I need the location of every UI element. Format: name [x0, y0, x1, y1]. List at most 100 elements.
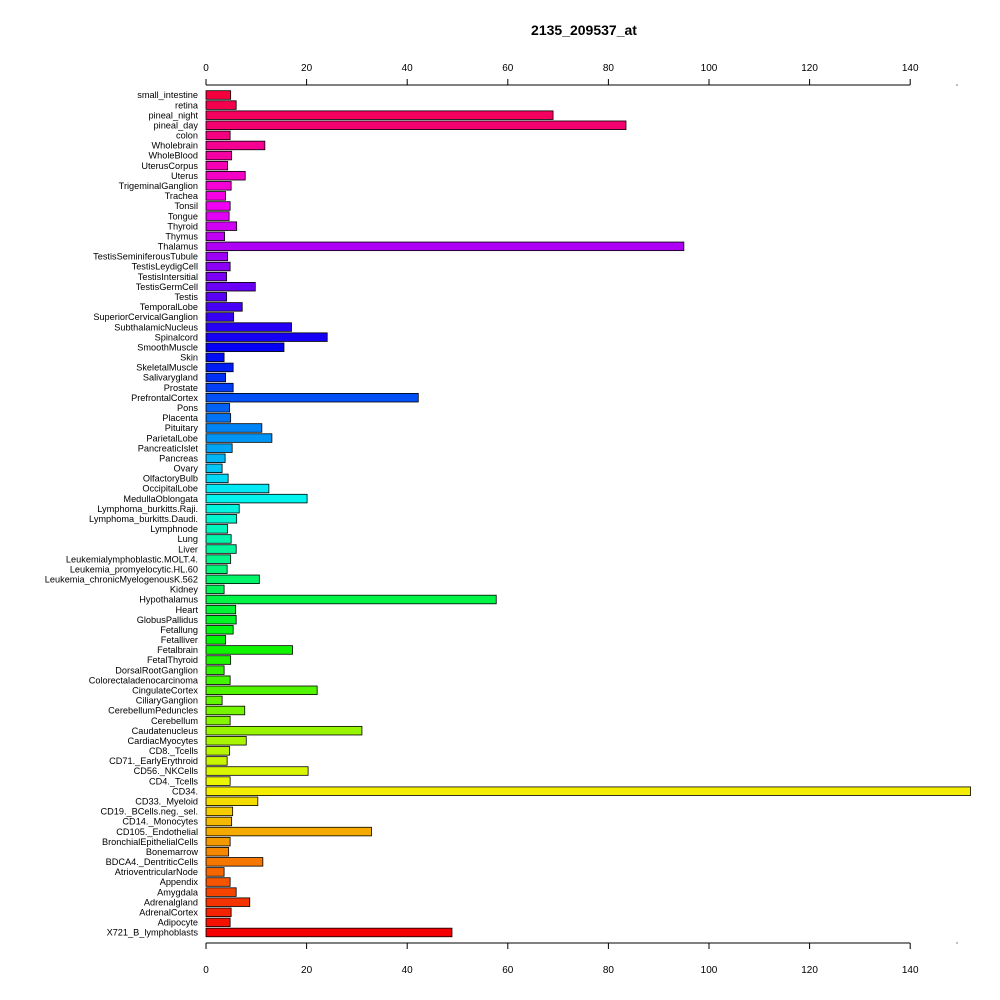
top-tick-label: 140: [902, 63, 919, 74]
category-label: Lymphoma_burkitts.Daudi.: [89, 514, 198, 524]
category-label: SkeletalMuscle: [136, 363, 198, 373]
category-label: OlfactoryBulb: [143, 474, 198, 484]
bar: [205, 261, 231, 272]
bar: [205, 715, 231, 726]
bar: [205, 574, 260, 585]
bar: [205, 221, 238, 231]
top-tick-label: 40: [402, 63, 414, 74]
bar: [205, 443, 233, 453]
bar: [205, 302, 243, 312]
bar: [205, 705, 246, 716]
bar: [205, 413, 232, 423]
category-label: Caudatenucleus: [132, 726, 199, 736]
bottom-tick-label: 60: [502, 965, 514, 976]
category-label: CiliaryGanglion: [136, 696, 198, 706]
bar: [205, 685, 318, 696]
category-label: FetalThyroid: [147, 655, 198, 665]
category-label: Thalamus: [158, 242, 199, 252]
bar: [205, 665, 225, 675]
category-label: Thymus: [165, 231, 198, 241]
bar: [205, 725, 363, 736]
bar: [205, 211, 230, 221]
bar: [205, 554, 232, 564]
bar: [205, 534, 232, 544]
top-tick-label: 120: [801, 63, 818, 74]
category-label: Heart: [176, 605, 199, 615]
bar: [205, 160, 229, 171]
bar: [205, 635, 227, 645]
top-tick-label: 80: [603, 63, 615, 74]
category-label: Lymphoma_burkitts.Raji.: [97, 504, 198, 514]
bar: [205, 524, 229, 534]
top-tick-label: 60: [502, 63, 514, 74]
bar: [205, 372, 227, 383]
category-label: CD33._Myeloid: [135, 797, 198, 807]
bar: [205, 433, 273, 443]
bar: [205, 392, 419, 403]
category-label: Thyroid: [167, 221, 198, 231]
category-label: UterusCorpus: [141, 161, 198, 171]
bar: [205, 766, 309, 776]
bar: [205, 614, 237, 625]
category-label: colon: [176, 131, 198, 141]
category-label: CardiacMyocytes: [128, 736, 199, 746]
bar: [205, 625, 234, 635]
category-label: Kidney: [170, 585, 198, 595]
bar: [205, 423, 263, 433]
category-label: Fetalliver: [161, 635, 198, 645]
category-label: Pancreas: [159, 453, 198, 463]
bar: [205, 342, 285, 352]
bar: [205, 564, 228, 574]
category-label: CD19._BCells.neg._sel.: [100, 807, 198, 817]
bar: [205, 241, 685, 252]
category-label: Trachea: [165, 191, 199, 201]
bars-group: [205, 90, 971, 938]
category-label: OccipitalLobe: [142, 484, 198, 494]
category-label: BronchialEpithelialCells: [102, 837, 198, 847]
bar: [205, 171, 246, 181]
category-label: Pituitary: [165, 423, 199, 433]
top-tick-label: 100: [701, 63, 718, 74]
category-label: Adipocyte: [158, 918, 198, 928]
bar: [205, 362, 234, 373]
category-label: SuperiorCervicalGanglion: [93, 312, 198, 322]
bar: [205, 514, 238, 524]
category-label: Wholebrain: [152, 141, 198, 151]
category-label: Leukemia_chronicMyelogenousK.562: [45, 575, 198, 585]
bar: [205, 403, 231, 413]
category-label: SubthalamicNucleus: [114, 322, 198, 332]
category-label: CD71._EarlyErythroid: [109, 756, 198, 766]
category-label: CerebellumPeduncles: [108, 706, 198, 716]
category-label: CD4._Tcells: [149, 776, 198, 786]
category-label: CingulateCortex: [132, 686, 198, 696]
bar: [205, 322, 292, 332]
bar: [205, 110, 554, 120]
category-label: retina: [175, 100, 199, 110]
category-label: Salivarygland: [143, 373, 198, 383]
category-labels: small_intestineretinapineal_nightpineal_…: [45, 90, 199, 937]
bar: [205, 584, 225, 595]
bar: [205, 816, 233, 827]
category-label: Leukemia_promyelocytic.HL.60: [70, 564, 198, 574]
bar: [205, 231, 226, 241]
category-label: Tongue: [168, 211, 198, 221]
category-label: TestisSeminiferousTubule: [93, 252, 198, 262]
bar: [205, 695, 223, 706]
category-label: X721_B_lymphoblasts: [107, 928, 199, 938]
category-label: Placenta: [162, 413, 199, 423]
category-label: TestisIntersitial: [138, 272, 198, 282]
bar: [205, 877, 231, 887]
bar: [205, 100, 237, 110]
category-label: SmoothMuscle: [137, 342, 198, 352]
bar: [205, 493, 308, 504]
bar: [205, 675, 231, 685]
bar: [205, 150, 233, 161]
bottom-tick-label: 80: [603, 965, 615, 976]
bottom-tick-label: 140: [902, 965, 919, 976]
bar: [205, 867, 225, 877]
bar: [205, 473, 229, 484]
category-label: Fetallung: [160, 625, 198, 635]
category-label: Lung: [178, 534, 198, 544]
category-label: AtrioventricularNode: [115, 867, 198, 877]
